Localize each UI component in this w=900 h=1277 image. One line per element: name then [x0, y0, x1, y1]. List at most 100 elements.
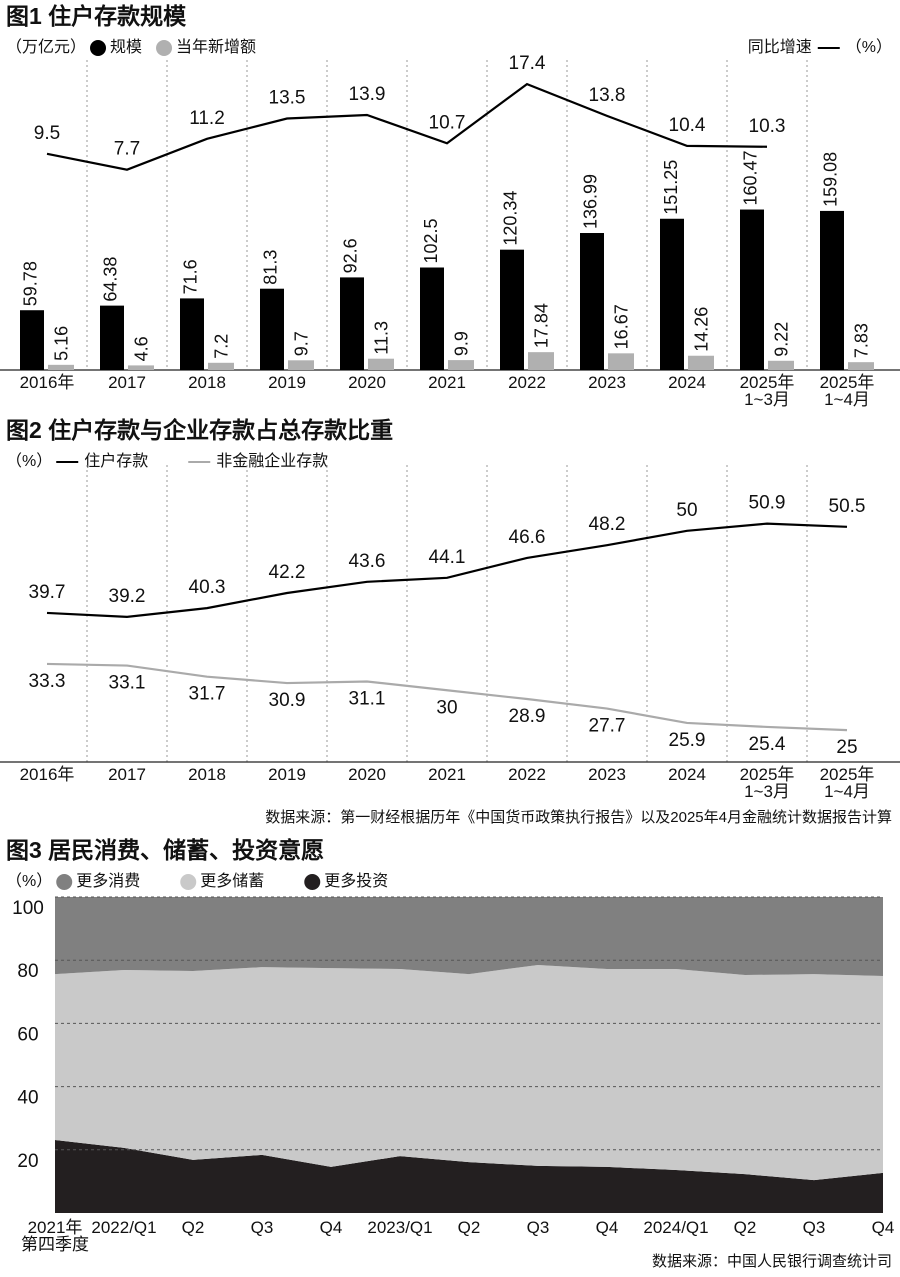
data-label: 14.26	[692, 307, 712, 352]
legend-label: 当年新增额	[176, 38, 256, 56]
data-label: 71.6	[181, 259, 201, 294]
y-tick-label: 20	[17, 1151, 38, 1172]
x-tick-label: 2019	[268, 765, 306, 784]
bar	[100, 305, 124, 370]
y-tick-label: 40	[17, 1088, 38, 1109]
data-label: 120.34	[501, 191, 521, 246]
data-label: 159.08	[821, 152, 841, 207]
line	[46, 662, 848, 732]
chart-title: 图2 住户存款与企业存款占总存款比重	[6, 417, 393, 443]
x-tick-label: 2017	[108, 765, 146, 784]
data-label: 10.7	[429, 112, 466, 133]
data-label: 27.7	[589, 716, 626, 737]
bar	[288, 360, 314, 370]
y-tick-label: 100	[12, 898, 44, 919]
bar	[580, 233, 604, 370]
bar	[820, 210, 844, 370]
legend-label: 非金融企业存款	[216, 452, 328, 470]
x-tick-label: 2016年	[19, 373, 75, 392]
data-label: 4.6	[132, 336, 152, 361]
chart-title: 图1 住户存款规模	[6, 3, 187, 29]
x-tick-label: Q2	[733, 1218, 757, 1237]
data-label: 33.3	[29, 671, 66, 692]
x-tick-label: 2021	[428, 373, 466, 392]
data-label: 30	[436, 697, 457, 718]
legend-label: 住户存款	[84, 452, 148, 470]
x-tick-label: 2021	[428, 765, 466, 784]
legend-unit: （%）	[6, 452, 52, 470]
x-tick-label: Q4	[319, 1218, 343, 1237]
data-label: 92.6	[341, 238, 361, 273]
x-tick-label: 2025年 1~3月	[739, 765, 795, 801]
x-tick-label: 2022/Q1	[91, 1218, 157, 1237]
legend-unit: （%）	[846, 38, 892, 56]
legend-label: 同比增速	[748, 38, 812, 56]
bar	[208, 362, 234, 370]
bar	[688, 355, 714, 370]
data-label: 7.2	[212, 334, 232, 359]
data-label: 50.5	[829, 496, 866, 517]
x-tick-label: Q2	[457, 1218, 481, 1237]
bar	[608, 353, 634, 370]
area	[55, 1140, 883, 1213]
x-tick-label: 2022	[508, 765, 546, 784]
legend-swatch	[56, 874, 73, 890]
bar	[368, 358, 394, 370]
data-label: 102.5	[421, 218, 441, 263]
x-tick-label: 2020	[348, 765, 386, 784]
data-label: 17.4	[509, 53, 546, 74]
data-label: 50.9	[749, 493, 786, 514]
data-label: 25.4	[749, 734, 786, 755]
data-label: 9.7	[292, 331, 312, 356]
data-label: 5.16	[52, 326, 72, 361]
data-label: 13.9	[349, 84, 386, 105]
x-tick-label: 2025年 1~4月	[819, 373, 875, 409]
x-tick-label: Q3	[802, 1218, 826, 1237]
data-label: 13.8	[589, 85, 626, 106]
legend-label: 更多消费	[76, 872, 140, 890]
bar	[340, 277, 364, 370]
bar	[500, 249, 524, 370]
x-tick-label: 2024/Q1	[643, 1218, 709, 1237]
legend-swatch	[90, 40, 107, 56]
data-label: 33.1	[109, 673, 146, 694]
x-tick-label: Q3	[250, 1218, 274, 1237]
data-label: 136.99	[581, 174, 601, 229]
data-label: 39.7	[29, 582, 66, 603]
legend-label: 规模	[110, 38, 142, 56]
x-tick-label: 2022	[508, 373, 546, 392]
source-note: 数据来源：第一财经根据历年《中国货币政策执行报告》以及2025年4月金融统计数据…	[265, 808, 892, 826]
area	[55, 897, 883, 976]
x-tick-label: 2023/Q1	[367, 1218, 433, 1237]
x-tick-label: 2020	[348, 373, 386, 392]
bar	[660, 218, 684, 370]
data-label: 44.1	[429, 547, 466, 568]
x-tick-label: Q3	[526, 1218, 550, 1237]
area	[55, 964, 883, 1181]
chart-title: 图3 居民消费、储蓄、投资意愿	[6, 837, 324, 863]
data-label: 46.6	[509, 527, 546, 548]
x-tick-label: 2025年 1~4月	[819, 765, 875, 801]
x-tick-label: 2024	[668, 373, 706, 392]
data-label: 7.83	[852, 323, 872, 358]
data-label: 160.47	[741, 150, 761, 205]
data-label: 64.38	[101, 257, 121, 302]
bar	[420, 267, 444, 370]
line	[46, 82, 768, 171]
y-tick-label: 80	[17, 961, 38, 982]
data-label: 11.2	[189, 108, 225, 129]
legend-swatch	[304, 874, 321, 890]
bar	[48, 364, 74, 370]
x-tick-label: 2018	[188, 373, 226, 392]
legend-label: 更多储蓄	[200, 872, 264, 890]
bar	[528, 352, 554, 370]
bar	[128, 365, 154, 370]
x-tick-label: Q4	[871, 1218, 895, 1237]
x-tick-label: 2017	[108, 373, 146, 392]
data-label: 81.3	[261, 250, 281, 285]
data-label: 16.67	[612, 304, 632, 349]
data-label: 10.3	[749, 116, 786, 137]
x-tick-label: 2019	[268, 373, 306, 392]
data-label: 151.25	[661, 160, 681, 215]
